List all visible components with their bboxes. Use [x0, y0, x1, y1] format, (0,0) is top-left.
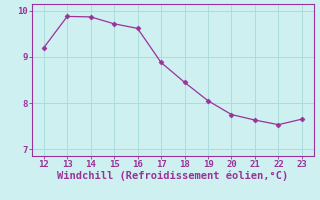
X-axis label: Windchill (Refroidissement éolien,°C): Windchill (Refroidissement éolien,°C): [57, 171, 288, 181]
